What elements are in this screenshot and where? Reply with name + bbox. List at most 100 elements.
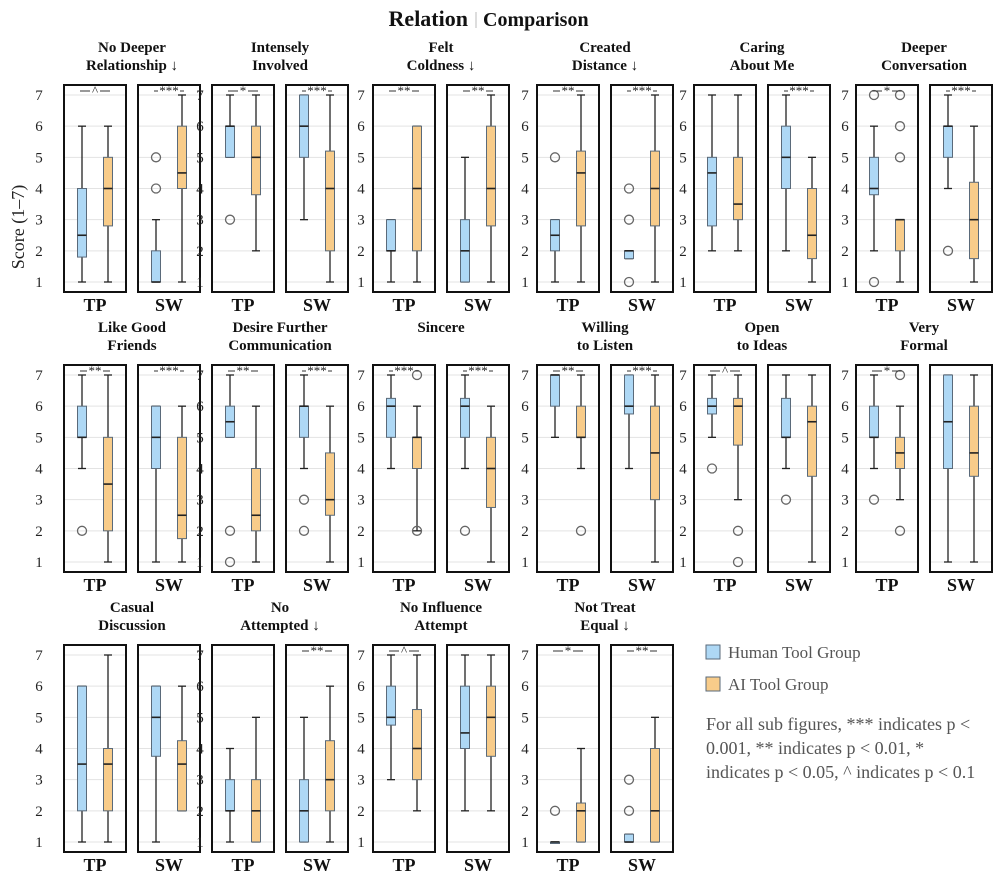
outlier-point [894, 121, 906, 132]
y-tick-label: 6 [521, 679, 529, 695]
subplot-sw: *** SW [610, 363, 674, 595]
outlier-point [942, 245, 954, 256]
y-tick-label: 3 [35, 493, 43, 509]
outlier-point [623, 214, 635, 225]
box-human [460, 156, 470, 283]
y-tick-label: 7 [35, 648, 43, 664]
subplot-frame [536, 644, 600, 853]
group-label-sw: SW [947, 575, 975, 595]
box-human [386, 654, 396, 781]
panel-title-line2: Involved [252, 58, 309, 74]
group-label-tp: TP [392, 575, 415, 595]
panel-15: Not Treat Equal ↓ 1 2 3 4 5 6 7 * TP ** SW [521, 600, 674, 875]
y-tick-label: 2 [196, 804, 204, 820]
group-label-tp: TP [392, 855, 415, 875]
box-human [298, 374, 310, 536]
box-human [77, 125, 87, 283]
box-human [780, 374, 792, 505]
box-iqr [486, 436, 496, 508]
legend-ai-label: AI Tool Group [728, 675, 829, 694]
subplot-sw: *** SW [610, 83, 674, 315]
box-ai [894, 369, 906, 536]
subplot-sw: *** SW [285, 363, 349, 595]
subplot-frame [536, 364, 600, 573]
subplot-frame [610, 364, 674, 573]
outlier-point [706, 463, 718, 474]
y-tick-label: 7 [679, 368, 687, 384]
box-human [623, 774, 635, 843]
box-ai [103, 374, 113, 563]
subplot-frame [446, 84, 510, 293]
y-tick-label: 4 [357, 182, 365, 198]
panel-title-line1: Caring [740, 40, 786, 56]
group-label-tp: TP [875, 575, 898, 595]
y-tick-label: 1 [196, 555, 204, 571]
y-tick-label: 3 [357, 773, 365, 789]
box-iqr [624, 833, 634, 843]
box-ai [650, 374, 660, 563]
y-tick-label: 6 [35, 679, 43, 695]
y-tick-label: 2 [35, 244, 43, 260]
box-iqr [77, 405, 87, 438]
y-tick-label: 2 [357, 244, 365, 260]
box-iqr [624, 374, 634, 415]
box-ai [251, 94, 261, 252]
y-tick-label: 4 [196, 462, 204, 478]
y-tick-label: 2 [357, 804, 365, 820]
outlier-point [732, 525, 744, 536]
box-iqr [707, 156, 717, 227]
box-ai [486, 405, 496, 563]
subplot-frame [610, 84, 674, 293]
box-iqr [486, 685, 496, 757]
outlier-point [459, 525, 471, 536]
box-iqr [550, 374, 560, 407]
y-tick-label: 6 [521, 399, 529, 415]
y-tick-label: 3 [196, 493, 204, 509]
significance-marker: ** [398, 83, 411, 98]
box-iqr [412, 709, 422, 781]
box-iqr [624, 250, 634, 260]
y-tick-label: 3 [521, 493, 529, 509]
group-label-sw: SW [155, 295, 183, 315]
box-human [224, 374, 236, 568]
subplot-tp: ** TP [211, 363, 275, 595]
panel-title-line2: Coldness ↓ [407, 58, 476, 74]
panel-title-line2: Relationship ↓ [86, 58, 178, 74]
group-label-sw: SW [155, 855, 183, 875]
significance-marker: ** [562, 363, 575, 378]
box-human [299, 716, 309, 843]
y-tick-label: 6 [521, 119, 529, 135]
subplot-frame [693, 84, 757, 293]
panel-title-line1: Willing [581, 320, 629, 336]
box-ai [969, 125, 979, 283]
panel-title-line2: Discussion [98, 618, 166, 634]
y-tick-label: 7 [35, 368, 43, 384]
box-human [386, 374, 396, 470]
y-tick-label: 5 [521, 430, 529, 446]
y-tick-label: 3 [521, 773, 529, 789]
outlier-point [298, 494, 310, 505]
significance-marker: * [240, 83, 247, 98]
outlier-point [150, 183, 162, 194]
box-human [623, 183, 635, 288]
subplot-sw: ** SW [446, 83, 510, 315]
subplot-tp: ^ TP [63, 83, 127, 315]
box-human [707, 94, 717, 252]
group-label-tp: TP [83, 575, 106, 595]
y-tick-label: 7 [521, 88, 529, 104]
y-tick-label: 4 [521, 742, 529, 758]
y-tick-label: 1 [679, 555, 687, 571]
panel-title-line2: Friends [107, 338, 156, 354]
panel-title-line2: About Me [730, 58, 795, 74]
panel-9: Willing to Listen 1 2 3 4 5 6 7 ** TP *** SW [521, 320, 674, 595]
box-ai [103, 654, 113, 843]
box-ai [411, 369, 423, 536]
y-tick-label: 7 [841, 88, 849, 104]
y-tick-label: 1 [35, 275, 43, 291]
y-tick-label: 4 [679, 182, 687, 198]
y-tick-label: 3 [841, 493, 849, 509]
box-iqr [781, 397, 791, 438]
panel-4: Caring About Me 1 2 3 4 5 6 7 TP *** SW [679, 40, 831, 315]
